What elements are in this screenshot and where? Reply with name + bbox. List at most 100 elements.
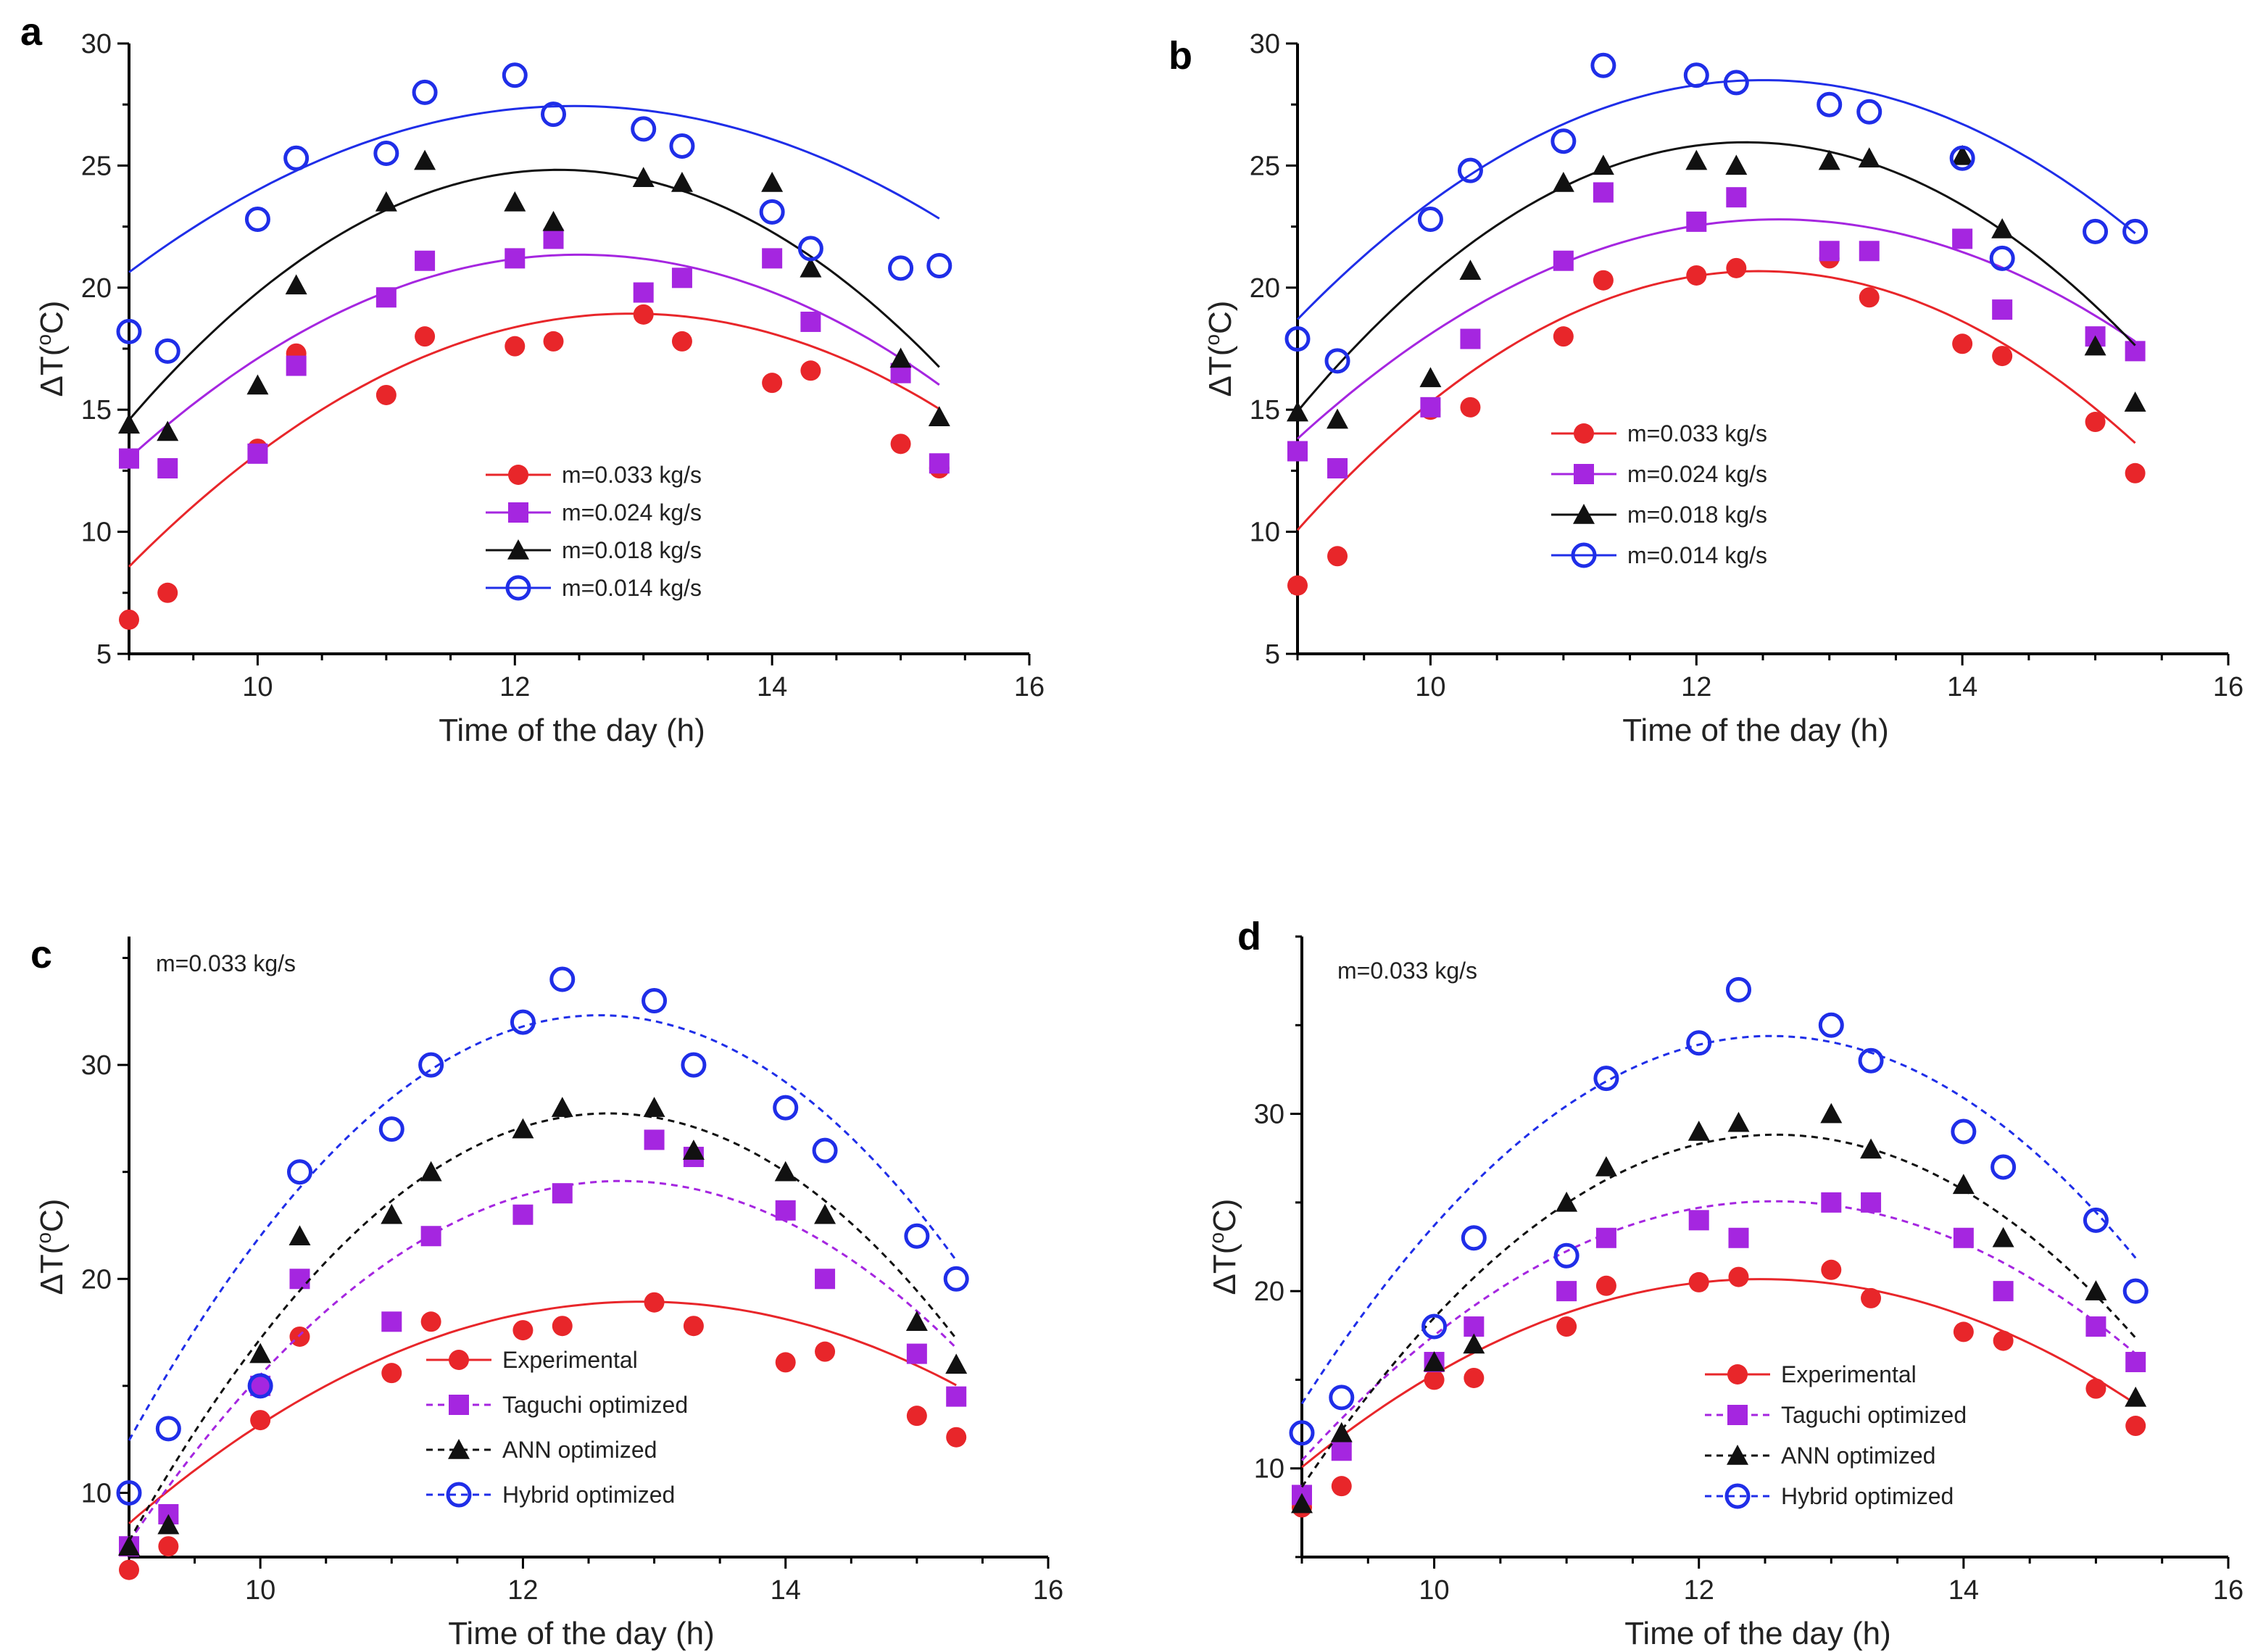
data-point xyxy=(118,1535,140,1556)
legend-label: Experimental xyxy=(1781,1361,1917,1387)
data-point xyxy=(1686,211,1707,232)
data-point xyxy=(512,1118,534,1139)
x-tick-label: 16 xyxy=(1014,672,1045,702)
data-point xyxy=(1861,1287,1882,1308)
legend-entry: Hybrid optimized xyxy=(426,1482,675,1508)
legend-label: Hybrid optimized xyxy=(502,1482,675,1508)
data-point xyxy=(1858,1047,1884,1074)
data-point xyxy=(775,1352,796,1373)
legend-entry: m=0.033 kg/s xyxy=(486,462,702,488)
data-point xyxy=(378,1116,404,1142)
y-tick-label: 10 xyxy=(1250,518,1280,548)
data-point xyxy=(157,458,178,479)
legend-marker xyxy=(1727,1364,1748,1385)
x-tick-label: 12 xyxy=(499,672,530,702)
data-point xyxy=(1821,1192,1842,1213)
data-point xyxy=(1556,1281,1577,1302)
y-axis-title-delta: ΔT( xyxy=(34,345,70,397)
y-tick-label: 20 xyxy=(1254,1277,1284,1307)
y-tick-label: 10 xyxy=(1254,1454,1284,1485)
x-axis-title: Time of the day (h) xyxy=(1622,713,1889,748)
data-point xyxy=(541,101,567,128)
data-point xyxy=(1287,401,1308,422)
data-point xyxy=(1327,546,1348,567)
data-point xyxy=(2085,1316,2106,1337)
data-point xyxy=(906,1343,927,1364)
data-point xyxy=(549,966,576,992)
data-point xyxy=(775,1200,796,1221)
data-point xyxy=(669,133,695,159)
data-point xyxy=(1728,1266,1749,1287)
data-point xyxy=(512,1320,534,1341)
data-point xyxy=(1556,1191,1578,1212)
legend-entry: ANN optimized xyxy=(1705,1443,1935,1469)
data-point xyxy=(286,1159,312,1185)
y-tick-label: 20 xyxy=(81,273,112,304)
data-point xyxy=(1858,147,1880,168)
x-tick-label: 10 xyxy=(245,1575,275,1606)
mass-flow-annotation: m=0.033 kg/s xyxy=(156,950,296,976)
data-point xyxy=(420,1226,441,1247)
data-point xyxy=(1859,241,1880,262)
data-point xyxy=(381,1203,403,1224)
legend-entry: m=0.018 kg/s xyxy=(486,537,702,563)
y-tick-label: 30 xyxy=(81,29,112,59)
fit-curve xyxy=(128,1014,958,1441)
data-point xyxy=(1287,441,1308,462)
data-point xyxy=(375,287,397,308)
data-point xyxy=(420,1311,441,1332)
data-point xyxy=(119,1559,139,1580)
legend-label: m=0.033 kg/s xyxy=(562,462,702,488)
data-point xyxy=(510,1009,536,1035)
fit-curve xyxy=(128,312,940,568)
x-axis-title: Time of the day (h) xyxy=(439,713,705,748)
legend-label: m=0.024 kg/s xyxy=(1627,461,1767,487)
data-point xyxy=(1592,154,1614,175)
data-point xyxy=(2125,1351,2146,1372)
data-point xyxy=(1463,1333,1485,1354)
data-point xyxy=(1949,145,1975,171)
data-point xyxy=(2084,335,2106,356)
data-point xyxy=(1464,1316,1485,1337)
series-0 xyxy=(119,1292,967,1580)
data-point xyxy=(1421,1313,1448,1340)
data-point xyxy=(1951,144,1974,165)
fit-curve xyxy=(1300,1034,2137,1405)
legend-label: m=0.018 kg/s xyxy=(562,537,702,563)
data-point xyxy=(1423,1350,1445,1371)
series-2 xyxy=(1291,1103,2147,1514)
data-point xyxy=(2085,1378,2106,1399)
y-axis-title-degree: o xyxy=(1201,334,1224,346)
data-point xyxy=(552,1183,573,1204)
x-tick-label: 12 xyxy=(1681,672,1711,702)
data-point xyxy=(1461,1225,1487,1251)
y-tick-label: 15 xyxy=(81,395,112,426)
fit-curve xyxy=(1296,79,2136,320)
legend-marker xyxy=(508,465,528,485)
data-point xyxy=(502,62,528,88)
series-0 xyxy=(1292,1259,2146,1518)
data-point xyxy=(1953,1227,1974,1248)
data-point xyxy=(283,145,310,171)
data-point xyxy=(1817,91,1843,117)
legend-label: m=0.014 kg/s xyxy=(562,575,702,601)
legend-label: m=0.033 kg/s xyxy=(1627,420,1767,447)
data-point xyxy=(1460,328,1481,349)
x-tick-label: 12 xyxy=(507,1575,538,1606)
data-point xyxy=(1590,52,1616,78)
data-point xyxy=(1419,367,1442,388)
y-tick-label: 20 xyxy=(81,1264,112,1295)
data-point xyxy=(1556,1316,1577,1337)
data-point xyxy=(552,1316,573,1337)
data-point xyxy=(889,347,912,368)
x-tick-label: 16 xyxy=(2213,672,2243,702)
data-point xyxy=(1688,1210,1709,1231)
data-point xyxy=(1818,149,1840,170)
data-point xyxy=(1287,575,1308,596)
data-point xyxy=(945,1353,968,1374)
y-axis-title-unit: C) xyxy=(1207,1199,1242,1232)
data-point xyxy=(943,1266,969,1292)
y-tick-label: 15 xyxy=(1250,395,1280,426)
data-point xyxy=(1420,397,1441,418)
legend-entry: Experimental xyxy=(1705,1361,1917,1387)
